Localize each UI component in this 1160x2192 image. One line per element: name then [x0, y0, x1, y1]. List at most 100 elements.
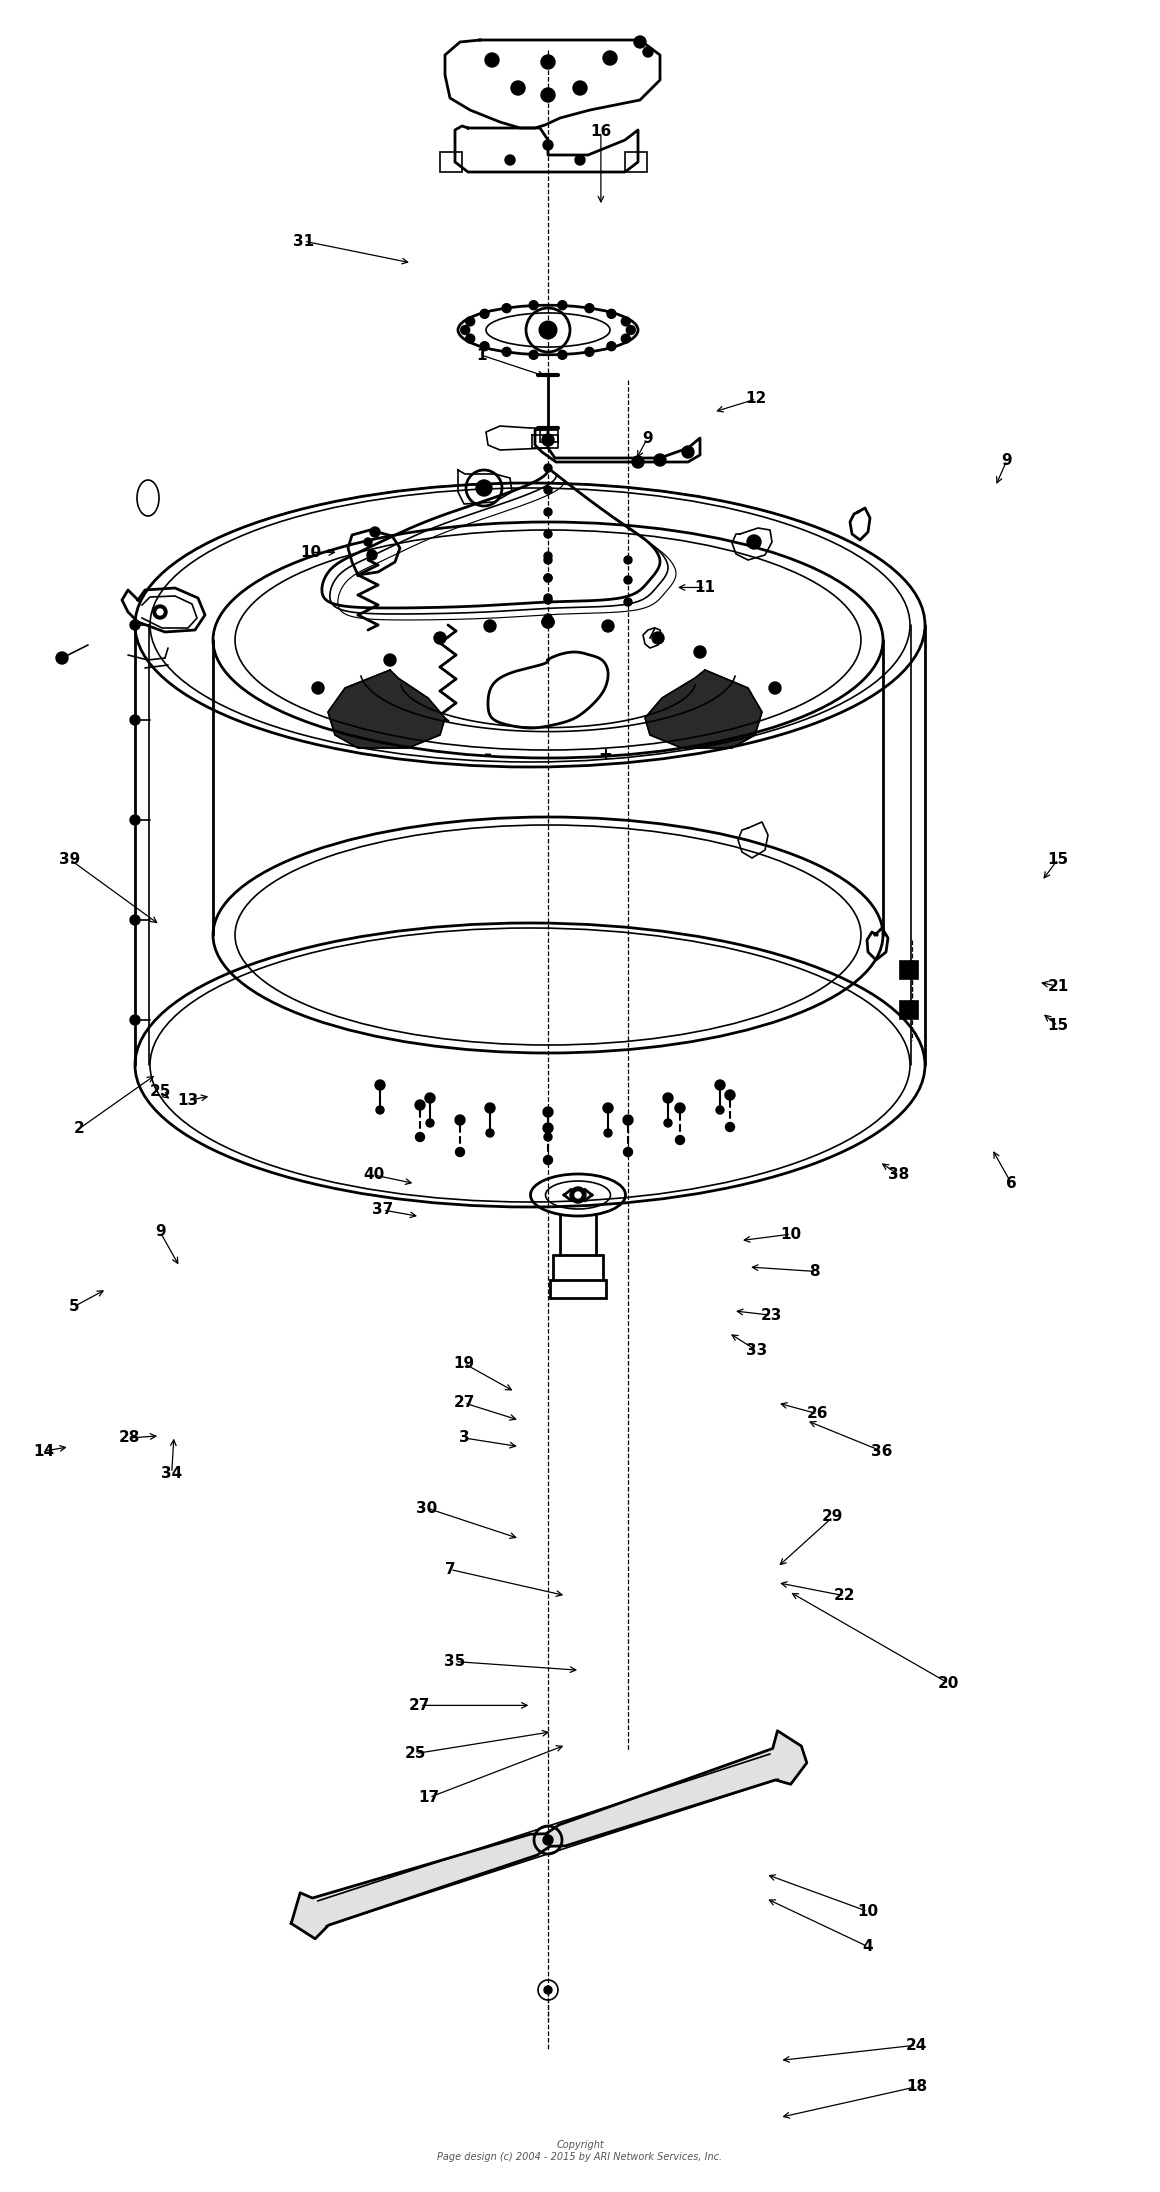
Circle shape — [480, 309, 490, 318]
Circle shape — [425, 1094, 435, 1103]
Text: 40: 40 — [363, 1168, 384, 1181]
Text: 27: 27 — [409, 1699, 430, 1712]
Circle shape — [461, 324, 470, 335]
Circle shape — [643, 46, 653, 57]
Circle shape — [512, 81, 525, 94]
Circle shape — [623, 1116, 633, 1124]
Circle shape — [502, 346, 512, 357]
Circle shape — [544, 1986, 552, 1995]
Text: -: - — [484, 745, 492, 765]
Circle shape — [542, 616, 554, 627]
Circle shape — [312, 682, 324, 695]
Text: 9: 9 — [1001, 454, 1013, 467]
Circle shape — [544, 465, 552, 471]
Circle shape — [558, 351, 567, 359]
Text: 6: 6 — [1006, 1177, 1017, 1190]
Bar — [440, 151, 462, 171]
Circle shape — [485, 53, 499, 68]
Text: 27: 27 — [454, 1396, 474, 1409]
Circle shape — [153, 605, 167, 618]
Circle shape — [694, 647, 706, 658]
Circle shape — [575, 156, 585, 164]
Circle shape — [622, 318, 630, 327]
Text: 37: 37 — [372, 1203, 393, 1217]
Circle shape — [130, 914, 140, 925]
Circle shape — [664, 1094, 673, 1103]
Circle shape — [652, 631, 664, 644]
Text: 20: 20 — [938, 1677, 959, 1690]
Text: 14: 14 — [34, 1445, 55, 1458]
Circle shape — [585, 346, 594, 357]
Circle shape — [544, 594, 552, 603]
Text: 4: 4 — [862, 1940, 873, 1953]
Circle shape — [544, 596, 552, 605]
Circle shape — [558, 300, 567, 309]
Circle shape — [573, 81, 587, 94]
Circle shape — [415, 1133, 425, 1142]
Circle shape — [607, 309, 616, 318]
Circle shape — [455, 1116, 465, 1124]
Text: 29: 29 — [822, 1510, 843, 1523]
Circle shape — [544, 530, 552, 537]
Circle shape — [570, 1188, 586, 1203]
Circle shape — [529, 300, 538, 309]
Circle shape — [716, 1107, 724, 1114]
Circle shape — [675, 1135, 684, 1144]
Circle shape — [624, 1146, 632, 1157]
Circle shape — [544, 552, 552, 559]
Circle shape — [456, 1146, 464, 1157]
Circle shape — [157, 609, 164, 616]
Circle shape — [375, 1081, 385, 1089]
Text: Copyright
Page design (c) 2004 - 2015 by ARI Network Services, Inc.: Copyright Page design (c) 2004 - 2015 by… — [437, 2139, 723, 2161]
Circle shape — [544, 557, 552, 563]
Circle shape — [539, 322, 557, 340]
Text: 23: 23 — [761, 1309, 782, 1322]
Circle shape — [370, 526, 380, 537]
Circle shape — [367, 550, 377, 559]
Text: +: + — [599, 745, 612, 765]
Text: 17: 17 — [419, 1791, 440, 1804]
Text: 10: 10 — [781, 1228, 802, 1241]
Bar — [900, 1002, 918, 1019]
Text: 3: 3 — [458, 1431, 470, 1445]
Circle shape — [485, 1103, 495, 1114]
Circle shape — [426, 1118, 434, 1127]
Bar — [550, 1280, 606, 1298]
Text: 16: 16 — [590, 125, 611, 138]
Circle shape — [544, 487, 552, 493]
Circle shape — [130, 1015, 140, 1026]
Text: 35: 35 — [444, 1655, 465, 1668]
Circle shape — [543, 1835, 553, 1846]
Circle shape — [364, 537, 372, 546]
Circle shape — [544, 574, 552, 583]
Circle shape — [130, 815, 140, 824]
Text: 9: 9 — [154, 1225, 166, 1238]
Text: 25: 25 — [150, 1085, 171, 1098]
Text: 12: 12 — [746, 392, 767, 406]
Text: 31: 31 — [293, 235, 314, 248]
Circle shape — [486, 1129, 494, 1138]
Polygon shape — [645, 671, 762, 747]
Circle shape — [476, 480, 492, 495]
Text: 26: 26 — [807, 1407, 828, 1420]
Circle shape — [622, 333, 630, 344]
Circle shape — [541, 88, 554, 103]
Circle shape — [715, 1081, 725, 1089]
Circle shape — [575, 1192, 581, 1199]
Circle shape — [543, 1122, 553, 1133]
Polygon shape — [291, 1732, 807, 1938]
Circle shape — [384, 653, 396, 666]
Text: 28: 28 — [119, 1431, 140, 1445]
Circle shape — [682, 445, 694, 458]
Text: 7: 7 — [444, 1563, 456, 1576]
Text: 38: 38 — [889, 1168, 909, 1181]
Circle shape — [632, 456, 644, 469]
Text: 19: 19 — [454, 1357, 474, 1370]
Circle shape — [544, 1155, 552, 1164]
Polygon shape — [328, 671, 445, 747]
Text: 30: 30 — [416, 1502, 437, 1515]
Circle shape — [415, 1100, 425, 1109]
Circle shape — [544, 574, 552, 583]
Circle shape — [543, 140, 553, 149]
Circle shape — [376, 1107, 384, 1114]
